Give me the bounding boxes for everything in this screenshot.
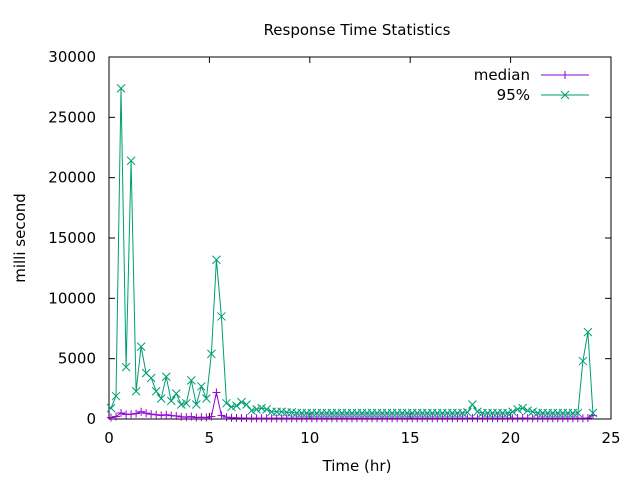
data-point [107, 413, 116, 422]
data-point [146, 373, 156, 383]
data-point [242, 400, 251, 409]
data-point [157, 411, 166, 420]
data-point [227, 402, 236, 412]
y-tick-label: 15000 [48, 229, 96, 247]
x-tick-label: 20 [501, 429, 520, 447]
data-point [191, 400, 201, 409]
data-point [212, 388, 221, 397]
data-point [121, 362, 131, 372]
y-tick-label: 30000 [48, 48, 96, 66]
data-point [131, 386, 141, 396]
data-point [473, 407, 482, 417]
x-tick-label: 15 [401, 429, 420, 447]
data-point [126, 156, 136, 166]
data-point [222, 398, 231, 408]
data-point [117, 408, 126, 417]
data-point [152, 410, 161, 419]
data-point [232, 401, 241, 411]
legend: median 95% [474, 66, 589, 104]
data-point [156, 394, 166, 403]
data-point [247, 406, 256, 415]
data-point [197, 382, 206, 391]
data-point [583, 414, 592, 423]
data-point [518, 403, 528, 413]
data-point [583, 327, 593, 337]
x-tick-label: 10 [300, 429, 319, 447]
data-point [181, 398, 191, 408]
data-point [217, 411, 226, 420]
data-point [202, 394, 211, 403]
data-point [207, 349, 216, 359]
data-point [151, 386, 161, 396]
data-point [112, 412, 121, 421]
y-tick-label: 25000 [48, 108, 96, 126]
data-point [116, 84, 126, 93]
data-point [136, 342, 146, 351]
y-tick-label: 20000 [48, 169, 96, 187]
y-tick-label: 0 [86, 410, 96, 428]
data-point [222, 413, 231, 422]
data-point [528, 407, 538, 417]
y-axis-label: milli second [11, 193, 29, 283]
plot-frame [108, 56, 612, 420]
data-point [166, 396, 176, 406]
data-point [137, 407, 146, 416]
legend-marker [560, 90, 570, 100]
data-point [513, 404, 522, 414]
data-point [503, 408, 512, 418]
data-point [127, 410, 136, 419]
data-point [523, 406, 533, 415]
legend-label: 95% [497, 86, 530, 104]
data-point [187, 412, 196, 421]
data-point [207, 412, 216, 421]
series-p95 [106, 84, 598, 418]
data-point [463, 408, 472, 417]
data-point [468, 400, 477, 409]
data-point [252, 404, 261, 414]
data-point [217, 312, 226, 321]
x-axis-label: Time (hr) [322, 457, 392, 475]
data-point [111, 391, 121, 401]
data-point [182, 413, 191, 422]
legend-label: median [474, 66, 530, 84]
data-point [106, 403, 116, 413]
data-point [573, 408, 583, 418]
y-tick-label: 5000 [58, 350, 96, 368]
data-point [212, 255, 221, 265]
series-line [110, 88, 594, 414]
data-point [176, 400, 186, 409]
data-point [162, 410, 171, 419]
data-point [161, 372, 171, 382]
data-point [257, 403, 266, 413]
x-tick-label: 0 [104, 429, 114, 447]
axis-ticks: 0 5 10 15 20 25 0 5000 10000 15000 20000 25000 30000 [48, 48, 620, 447]
x-tick-label: 25 [601, 429, 620, 447]
data-point [578, 356, 588, 366]
series-median [107, 388, 597, 423]
x-tick-label: 5 [205, 429, 215, 447]
data-point [171, 389, 181, 399]
data-point [508, 407, 517, 417]
data-point [588, 408, 598, 418]
data-point [147, 410, 156, 419]
y-tick-label: 10000 [48, 289, 96, 307]
data-point [172, 411, 181, 420]
data-point [262, 404, 271, 414]
chart-title: Response Time Statistics [264, 21, 451, 39]
data-point [186, 376, 196, 385]
legend-marker [561, 71, 569, 79]
data-point [142, 409, 151, 418]
data-point [132, 409, 141, 418]
series-layer [106, 84, 598, 423]
data-point [237, 397, 246, 407]
data-point [202, 413, 211, 422]
